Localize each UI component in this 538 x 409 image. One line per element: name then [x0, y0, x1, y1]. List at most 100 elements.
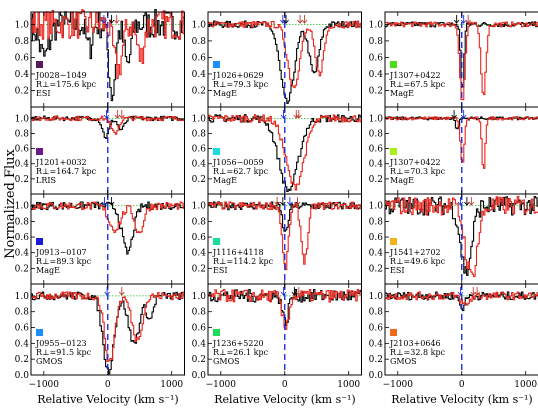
- y-tick-label: 0.6: [192, 324, 207, 334]
- instrument-name: ESI: [36, 89, 50, 98]
- x-axis-labels: Relative Velocity (km s⁻¹) Relative Velo…: [37, 393, 532, 406]
- instrument-name: MagE: [390, 176, 414, 185]
- x-axis-label-col3: Relative Velocity (km s⁻¹): [391, 393, 532, 406]
- line-arrow: [280, 110, 287, 119]
- line-arrow: [291, 287, 298, 296]
- panel-12: −1000 0 1000 0.0 0.2 0.4 0.6 0.8 1.0 J2103+0646R⊥…: [369, 283, 538, 390]
- y-tick-label: 0.8: [369, 217, 384, 227]
- x-tick-label: 0: [459, 380, 465, 390]
- y-tick-label: 0.2: [192, 264, 206, 274]
- sightline-name: J1026+0629: [212, 71, 264, 80]
- sightline-color-square: [213, 238, 220, 245]
- y-tick-label: 0.8: [369, 37, 384, 47]
- line-arrow: [301, 15, 308, 24]
- sightline-color-square: [36, 61, 43, 68]
- x-tick-label: −1000: [383, 380, 414, 390]
- x-axis-label-col2: Relative Velocity (km s⁻¹): [214, 393, 355, 406]
- y-tick-label: 0.4: [192, 249, 207, 259]
- sightline-name: J1056−0059: [212, 158, 264, 167]
- impact-parameter: R⊥=79.3 kpc: [213, 80, 269, 89]
- y-tick-label: 0.8: [15, 308, 30, 318]
- y-axis-label: Normalized Flux: [3, 148, 18, 258]
- impact-parameter: R⊥=175.6 kpc: [36, 80, 97, 89]
- y-tick-label: 0.4: [192, 339, 207, 349]
- sightline-name: J1307+0422: [389, 71, 441, 80]
- impact-parameter: R⊥=114.2 kpc: [213, 257, 274, 266]
- y-tick-label: 0.6: [369, 145, 384, 155]
- instrument-name: MagE: [36, 266, 60, 275]
- line-arrow: [108, 197, 115, 206]
- y-tick-label: 0.4: [192, 70, 207, 80]
- y-tick-label: 0.8: [192, 308, 207, 318]
- y-tick-label: 0.4: [369, 160, 384, 170]
- x-axis-label-col1: Relative Velocity (km s⁻¹): [37, 393, 178, 406]
- line-arrow: [474, 287, 480, 296]
- y-tick-label: 0.4: [15, 339, 30, 349]
- x-tick-label: 0: [105, 380, 111, 390]
- y-tick-label: 0.0: [192, 371, 207, 381]
- y-tick-label: 1.0: [15, 202, 30, 212]
- instrument-name: GMOS: [390, 357, 417, 366]
- line-arrow: [283, 15, 289, 24]
- y-tick-label: 0.6: [369, 324, 384, 334]
- spectrum-black: [385, 21, 538, 88]
- line-arrow: [101, 197, 108, 206]
- y-tick-label: 0.0: [369, 371, 384, 381]
- y-tick-label: 0.2: [15, 86, 29, 96]
- sightline-name: J1236+5220: [212, 339, 264, 348]
- line-arrow: [457, 287, 464, 296]
- instrument-name: GMOS: [213, 357, 240, 366]
- y-tick-label: 0.0: [15, 371, 30, 381]
- y-tick-label: 0.2: [15, 175, 29, 185]
- impact-parameter: R⊥=26.1 kpc: [213, 348, 269, 357]
- y-tick-label: 0.2: [192, 355, 206, 365]
- impact-parameter: R⊥=49.6 kpc: [390, 257, 446, 266]
- y-tick-label: 0.6: [15, 233, 30, 243]
- sightline-name: J1116+4118: [212, 248, 264, 257]
- sightline-name: J0913−0107: [35, 248, 87, 257]
- y-tick-label: 1.0: [192, 20, 207, 30]
- y-tick-label: 0.2: [369, 264, 383, 274]
- y-tick-label: 1.0: [192, 202, 207, 212]
- line-arrow: [103, 110, 110, 119]
- sightline-name: J1201+0032: [35, 158, 87, 167]
- instrument-name: ESI: [213, 266, 227, 275]
- impact-parameter: R⊥=67.5 kpc: [390, 80, 446, 89]
- y-tick-label: 0.4: [192, 160, 207, 170]
- y-tick-label: 0.8: [192, 129, 207, 139]
- line-arrow: [280, 287, 287, 296]
- line-arrow: [453, 15, 460, 24]
- instrument-name: LRIS: [36, 176, 56, 185]
- x-tick-label: 1000: [514, 380, 537, 390]
- impact-parameter: R⊥=70.3 kpc: [390, 167, 446, 176]
- panel-10: −1000 0 1000 0.0 0.2 0.4 0.6 0.8 1.0 J0955−0123R⊥…: [15, 283, 185, 390]
- line-arrow: [465, 15, 471, 24]
- y-tick-label: 0.6: [192, 233, 207, 243]
- line-arrow: [468, 197, 475, 206]
- y-tick-label: 0.6: [15, 53, 30, 63]
- instrument-name: MagE: [213, 176, 237, 185]
- instrument-name: MagE: [390, 89, 414, 98]
- line-arrow: [114, 110, 121, 119]
- line-arrow: [118, 287, 125, 296]
- line-arrow: [294, 197, 301, 206]
- line-arrow: [118, 110, 125, 119]
- y-tick-label: 1.0: [15, 292, 30, 302]
- sightline-name: J1307+0422: [389, 158, 441, 167]
- y-tick-label: 1.0: [15, 20, 30, 30]
- sightline-color-square: [213, 148, 220, 155]
- y-tick-label: 0.8: [369, 308, 384, 318]
- sightline-color-square: [213, 329, 220, 336]
- spectrum-red: [208, 114, 362, 191]
- y-tick-label: 0.4: [15, 249, 30, 259]
- line-arrow: [104, 287, 110, 296]
- sightline-name: J2103+0646: [389, 339, 441, 348]
- sightline-color-square: [390, 329, 397, 336]
